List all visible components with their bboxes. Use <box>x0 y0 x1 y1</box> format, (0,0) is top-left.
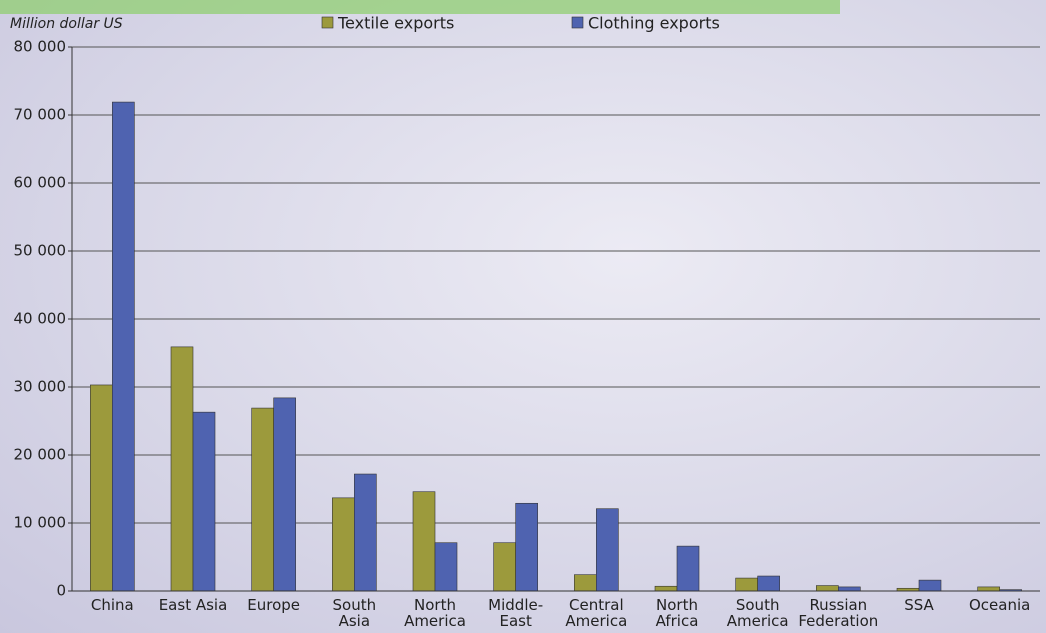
x-tick-label: North America <box>404 596 466 630</box>
y-tick-label: 20 000 <box>14 446 67 464</box>
x-tick-label: SSA <box>904 596 934 614</box>
bar <box>493 542 516 592</box>
x-tick-label: North Africa <box>655 596 699 630</box>
bar <box>273 397 296 592</box>
bar <box>412 491 436 592</box>
bar <box>735 577 758 592</box>
bar <box>170 346 194 592</box>
y-tick-label: 0 <box>56 582 66 600</box>
bar <box>654 585 678 592</box>
x-tick-label: South Asia <box>332 596 377 630</box>
bar <box>918 579 942 592</box>
x-tick-label: Oceania <box>968 596 1031 614</box>
x-tick-label: East Asia <box>158 596 228 614</box>
x-tick-label: Europe <box>247 596 301 614</box>
bar <box>816 585 839 592</box>
bar <box>90 384 113 592</box>
bar <box>838 586 861 592</box>
y-tick-label: 80 000 <box>14 38 67 56</box>
x-tick-label: Middle- East <box>488 596 544 630</box>
bar <box>434 542 458 592</box>
x-tick-label: Central America <box>565 596 628 630</box>
legend-swatch <box>571 16 584 29</box>
x-tick-label: Russian Federation <box>798 596 879 630</box>
y-axis-label: Million dollar US <box>10 16 123 32</box>
bar <box>977 586 1000 592</box>
x-tick-label: China <box>90 596 134 614</box>
legend-label: Clothing exports <box>588 14 720 33</box>
bar <box>596 508 619 592</box>
bar <box>192 411 216 592</box>
bar <box>332 497 355 592</box>
bar <box>757 575 780 592</box>
bar <box>112 101 135 592</box>
top-strip <box>0 0 840 14</box>
legend-swatch <box>321 16 334 29</box>
bar <box>574 574 597 592</box>
y-tick-label: 60 000 <box>14 174 67 192</box>
bar <box>354 473 377 592</box>
bar <box>676 545 700 592</box>
y-tick-label: 50 000 <box>14 242 67 260</box>
bar <box>251 407 274 592</box>
y-tick-label: 40 000 <box>14 310 67 328</box>
x-tick-label: South America <box>726 596 789 630</box>
bar <box>515 502 538 592</box>
y-tick-label: 10 000 <box>14 514 67 532</box>
legend-label: Textile exports <box>337 14 454 33</box>
y-tick-label: 30 000 <box>14 378 67 396</box>
y-tick-label: 70 000 <box>14 106 67 124</box>
